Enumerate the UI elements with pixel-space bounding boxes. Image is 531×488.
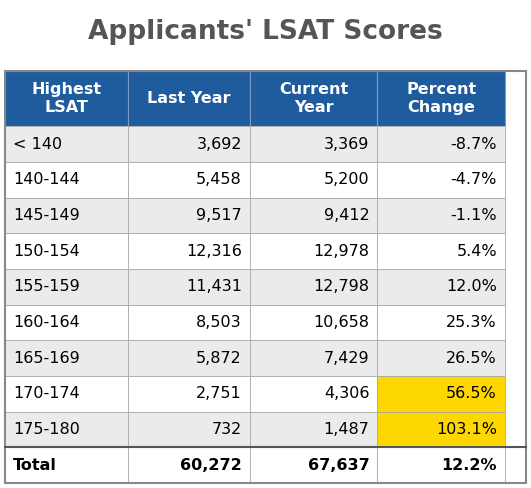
Bar [127,447,250,483]
Text: Highest
LSAT: Highest LSAT [31,82,101,115]
Bar [127,233,250,269]
Bar [250,198,378,233]
Bar [250,71,378,126]
Text: -8.7%: -8.7% [450,137,497,152]
Text: 5,200: 5,200 [324,172,370,187]
Text: 9,412: 9,412 [324,208,370,223]
Bar [378,269,505,305]
Text: 145-149: 145-149 [13,208,80,223]
Text: 10,658: 10,658 [313,315,370,330]
Text: 11,431: 11,431 [186,280,242,294]
Text: Applicants' LSAT Scores: Applicants' LSAT Scores [88,19,443,45]
Text: 25.3%: 25.3% [446,315,497,330]
Text: 56.5%: 56.5% [446,386,497,402]
Bar [250,162,378,198]
Bar [378,341,505,376]
Text: 160-164: 160-164 [13,315,80,330]
Text: 4,306: 4,306 [324,386,370,402]
Bar [127,162,250,198]
Bar [5,305,127,341]
Bar [5,341,127,376]
Bar [5,447,127,483]
Text: 12,316: 12,316 [186,244,242,259]
Text: 175-180: 175-180 [13,422,80,437]
Text: 26.5%: 26.5% [446,351,497,366]
Text: 9,517: 9,517 [196,208,242,223]
Bar [127,341,250,376]
Text: 67,637: 67,637 [307,458,370,473]
Bar [250,233,378,269]
Bar [378,305,505,341]
Text: 3,692: 3,692 [196,137,242,152]
Bar [250,126,378,162]
Bar [378,376,505,412]
Text: 165-169: 165-169 [13,351,80,366]
Text: 5,458: 5,458 [196,172,242,187]
Bar [5,126,127,162]
Text: 5.4%: 5.4% [456,244,497,259]
Text: < 140: < 140 [13,137,63,152]
Text: Total: Total [13,458,57,473]
Bar [5,198,127,233]
Bar [378,71,505,126]
Bar [127,376,250,412]
Text: -4.7%: -4.7% [450,172,497,187]
Bar [127,305,250,341]
Text: Current
Year: Current Year [279,82,348,115]
Bar [127,269,250,305]
Text: 12.2%: 12.2% [441,458,497,473]
Bar [127,198,250,233]
Bar [378,233,505,269]
Bar [127,71,250,126]
Bar [378,126,505,162]
Text: 732: 732 [212,422,242,437]
Bar [378,412,505,447]
Text: 155-159: 155-159 [13,280,80,294]
Text: 5,872: 5,872 [196,351,242,366]
Text: 140-144: 140-144 [13,172,80,187]
Bar [127,126,250,162]
Bar [250,412,378,447]
Bar [378,198,505,233]
Bar [5,376,127,412]
Text: 12,798: 12,798 [313,280,370,294]
Text: -1.1%: -1.1% [450,208,497,223]
Bar [378,162,505,198]
Bar [5,71,526,483]
Bar [5,233,127,269]
Text: 3,369: 3,369 [324,137,370,152]
Text: Last Year: Last Year [147,91,230,106]
Text: 12,978: 12,978 [313,244,370,259]
Bar [250,341,378,376]
Bar [250,447,378,483]
Bar [378,447,505,483]
Text: 103.1%: 103.1% [436,422,497,437]
Text: 8,503: 8,503 [196,315,242,330]
Bar [250,269,378,305]
Bar [5,269,127,305]
Bar [127,412,250,447]
Bar [5,162,127,198]
Text: 150-154: 150-154 [13,244,80,259]
Bar [5,412,127,447]
Text: 2,751: 2,751 [196,386,242,402]
Bar [250,305,378,341]
Text: 60,272: 60,272 [180,458,242,473]
Bar [250,376,378,412]
Text: 12.0%: 12.0% [446,280,497,294]
Text: 1,487: 1,487 [323,422,370,437]
Text: Percent
Change: Percent Change [406,82,476,115]
Text: 7,429: 7,429 [324,351,370,366]
Text: 170-174: 170-174 [13,386,80,402]
Bar [5,71,127,126]
